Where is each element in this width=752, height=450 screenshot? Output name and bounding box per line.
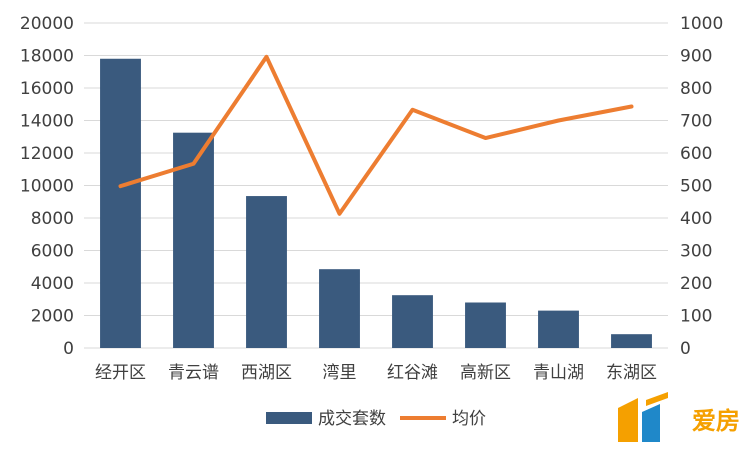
bar [538, 310, 579, 348]
y-right-tick-label: 600 [680, 144, 712, 164]
x-category-label: 青山湖 [533, 363, 584, 383]
y-left-tick-label: 12000 [20, 144, 74, 164]
bar [319, 269, 360, 348]
legend-swatch-bar [266, 412, 312, 424]
y-right-tick-label: 800 [680, 79, 712, 99]
y-left-tick-label: 14000 [20, 112, 74, 132]
y-right-tick-label: 400 [680, 209, 712, 229]
y-right-tick-label: 500 [680, 177, 712, 197]
y-left-tick-label: 8000 [31, 209, 74, 229]
x-category-label: 西湖区 [241, 363, 292, 383]
x-category-label: 青云谱 [168, 363, 219, 383]
y-right-tick-label: 700 [680, 112, 712, 132]
x-category-label: 东湖区 [606, 363, 657, 383]
y-right-tick-label: 1000 [680, 14, 723, 34]
bar [465, 302, 506, 348]
bar [246, 196, 287, 348]
y-left-tick-label: 2000 [31, 307, 74, 327]
y-left-tick-label: 0 [63, 339, 74, 359]
y-right-tick-label: 900 [680, 47, 712, 67]
y-left-tick-label: 20000 [20, 14, 74, 34]
y-left-tick-label: 16000 [20, 79, 74, 99]
line-series-avg-price [118, 54, 634, 216]
x-category-label: 经开区 [95, 363, 146, 383]
legend-label-bar: 成交套数 [318, 409, 386, 429]
y-right-tick-label: 300 [680, 242, 712, 262]
y-right-tick-label: 100 [680, 307, 712, 327]
logo-text: 爱房 [692, 407, 740, 435]
y-left-tick-label: 10000 [20, 177, 74, 197]
x-category-label: 红谷滩 [387, 363, 438, 383]
y-right-tick-label: 200 [680, 274, 712, 294]
x-category-label: 湾里 [323, 363, 357, 383]
bar [611, 334, 652, 348]
x-category-label: 高新区 [460, 363, 511, 383]
y-right-tick-label: 0 [680, 339, 691, 359]
bar [100, 58, 141, 348]
legend-label-line: 均价 [452, 409, 486, 429]
y-left-tick-label: 6000 [31, 242, 74, 262]
logo-icon [618, 392, 668, 442]
bar [392, 295, 433, 348]
y-left-tick-label: 18000 [20, 47, 74, 67]
y-left-tick-label: 4000 [31, 274, 74, 294]
